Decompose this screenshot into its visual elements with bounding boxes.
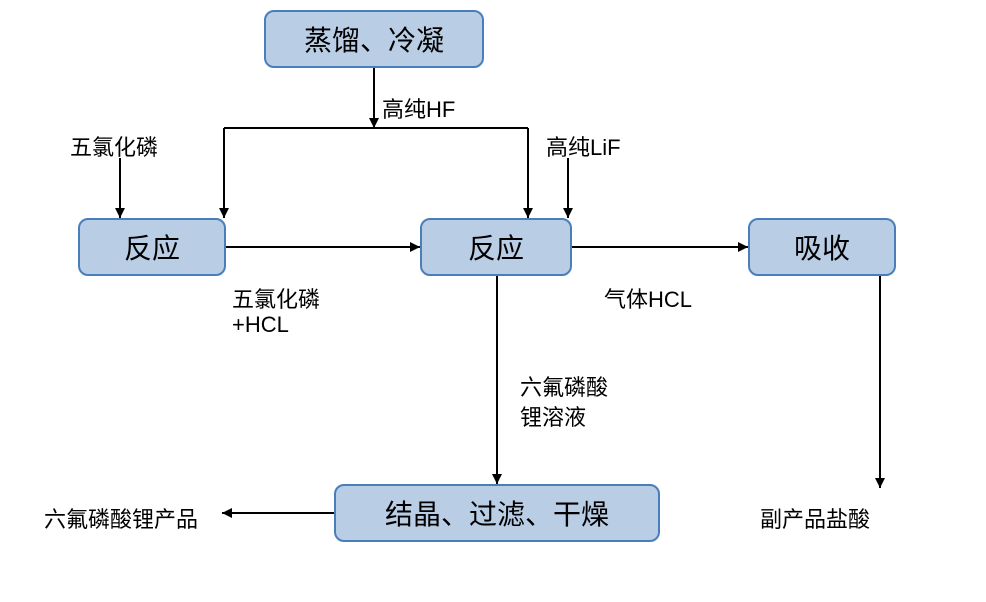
label-gashcl: 气体HCL [604,282,692,314]
node-crys-label: 结晶、过滤、干燥 [385,493,609,533]
node-react2: 反应 [420,218,572,276]
label-pcl5: 五氯化磷 [70,130,158,162]
node-react1-label: 反应 [124,227,180,267]
label-sol2: 锂溶液 [520,400,586,432]
label-product: 六氟磷酸锂产品 [44,502,198,534]
label-pcl5hcl1: 五氯化磷 [232,282,320,314]
node-distill-label: 蒸馏、冷凝 [304,19,444,59]
label-sol1: 六氟磷酸 [520,370,608,402]
node-distill: 蒸馏、冷凝 [264,10,484,68]
node-crys: 结晶、过滤、干燥 [334,484,660,542]
node-react1: 反应 [78,218,226,276]
label-hf: 高纯HF [382,92,455,124]
node-absorb: 吸收 [748,218,896,276]
label-byprod: 副产品盐酸 [760,502,870,534]
node-react2-label: 反应 [468,227,524,267]
node-absorb-label: 吸收 [794,227,850,267]
label-lif: 高纯LiF [546,130,621,162]
label-pcl5hcl2: +HCL [232,312,289,338]
